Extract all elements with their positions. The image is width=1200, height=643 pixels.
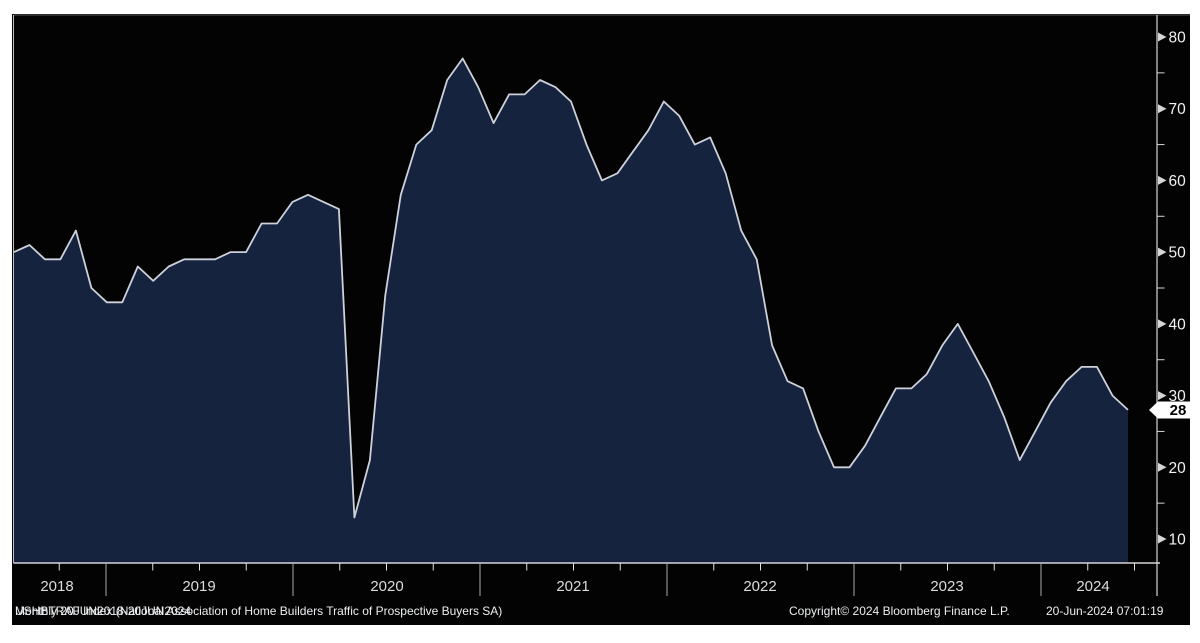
y-tick-label: 50 (1169, 245, 1187, 262)
last-value-badge: 28 (1149, 401, 1199, 419)
x-year-label: 2020 (370, 578, 403, 595)
y-tick-arrow-icon (1158, 247, 1167, 257)
periodicity-label: Monthly 20JUN2018-20JUN2024 (15, 604, 192, 618)
x-year-label: 2018 (40, 578, 73, 595)
y-tick-arrow-icon (1158, 319, 1167, 329)
x-year-label: 2021 (556, 578, 589, 595)
series-line (13, 57, 1129, 519)
chart-footer: USHBTRAF Index (National Association of … (0, 604, 1200, 622)
y-tick-arrow-icon (1158, 175, 1167, 185)
y-tick-arrow-icon (1158, 462, 1167, 472)
last-value-badge-label: 28 (1170, 402, 1187, 419)
security-title: USHBTRAF Index (National Association of … (15, 604, 503, 618)
y-axis: 10 20 30 40 50 60 70 80 (1157, 30, 1186, 549)
y-tick-label: 80 (1169, 30, 1187, 47)
y-tick-arrow-icon (1158, 534, 1167, 544)
timestamp-text: 20-Jun-2024 07:01:19 (1046, 604, 1164, 618)
chart-frame (13, 14, 1190, 596)
x-year-label: 2022 (743, 578, 776, 595)
y-tick-label: 10 (1169, 532, 1187, 549)
y-tick-arrow-icon (1158, 32, 1167, 42)
y-tick-label: 40 (1169, 316, 1187, 333)
chart-plot-area[interactable] (13, 57, 1129, 564)
x-year-label: 2024 (1076, 578, 1109, 595)
y-tick-label: 30 (1169, 388, 1187, 405)
y-tick-arrow-icon (1158, 391, 1167, 401)
x-year-label: 2023 (930, 578, 963, 595)
x-year-label: 2019 (182, 578, 215, 595)
copyright-text: Copyright© 2024 Bloomberg Finance L.P. (789, 604, 1010, 618)
y-tick-label: 20 (1169, 460, 1187, 477)
area-fill (14, 58, 1128, 563)
y-tick-label: 60 (1169, 173, 1187, 190)
y-tick-label: 70 (1169, 101, 1187, 118)
x-axis: 2018 2019 2020 2021 2022 2023 2024 (40, 563, 1135, 596)
y-tick-arrow-icon (1158, 104, 1167, 114)
last-value-badge-shape (1149, 401, 1199, 419)
